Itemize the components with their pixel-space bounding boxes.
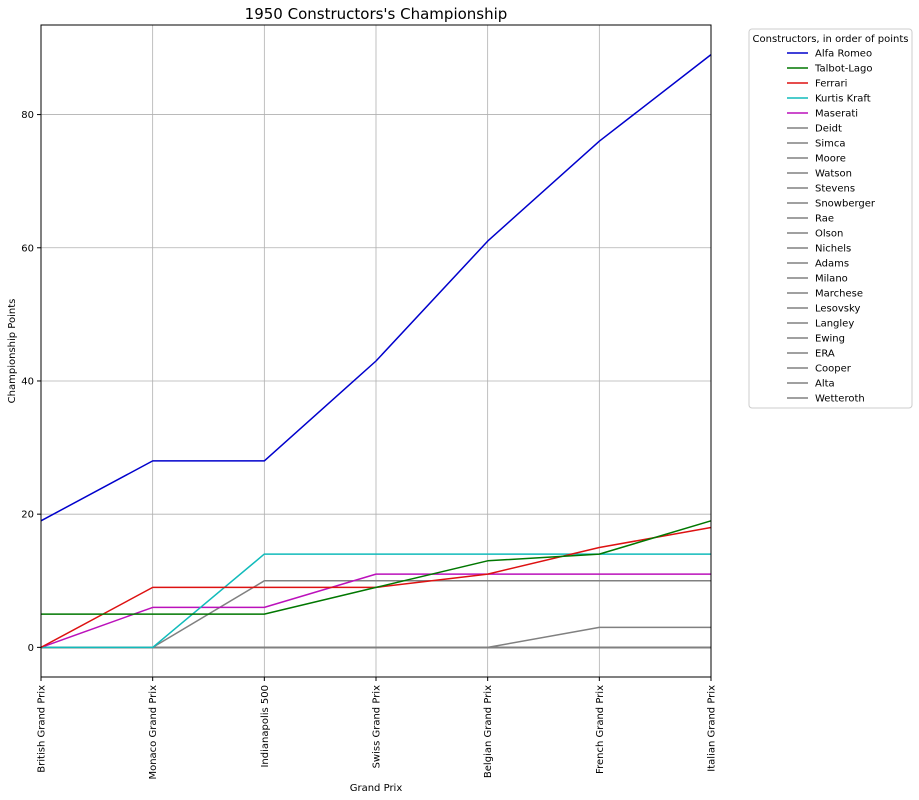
legend-label-deidt: Deidt — [815, 124, 842, 135]
y-axis-ticks: 0 20 40 60 80 — [21, 110, 41, 654]
legend-box — [748, 28, 913, 409]
y-axis-label: Championship Points — [7, 299, 18, 404]
legend-label-ewing: Ewing — [815, 334, 845, 345]
legend-label-maserati: Maserati — [815, 109, 858, 120]
x-tick-label: Swiss Grand Prix — [372, 685, 383, 769]
legend-label-lesovsky: Lesovsky — [815, 304, 860, 315]
legend-items: Alfa Romeo Talbot-Lago Ferrari Kurtis Kraft… — [787, 49, 876, 405]
legend-label-marchese: Marchese — [815, 289, 863, 300]
legend-label-talbot-lago: Talbot-Lago — [814, 64, 873, 75]
legend-label-simca: Simca — [815, 139, 846, 150]
x-tick-label: Monaco Grand Prix — [148, 685, 159, 780]
x-tick-label: French Grand Prix — [595, 685, 606, 774]
legend-label-rae: Rae — [815, 214, 834, 225]
y-tick-label: 20 — [21, 510, 34, 521]
y-tick-label: 60 — [21, 243, 34, 254]
legend-label-milano: Milano — [815, 274, 848, 285]
x-tick-label: Indianapolis 500 — [260, 685, 271, 768]
legend-label-adams: Adams — [815, 259, 849, 270]
series-line-alfa-romeo — [40, 54, 712, 522]
y-tick-label: 80 — [21, 110, 34, 121]
legend: Constructors, in order of points Alfa Ro… — [748, 28, 913, 409]
legend-label-stevens: Stevens — [815, 184, 855, 195]
legend-title: Constructors, in order of points — [753, 34, 909, 45]
legend-label-era: ERA — [815, 349, 835, 360]
legend-label-kurtis-kraft: Kurtis Kraft — [815, 94, 871, 105]
legend-label-ferrari: Ferrari — [815, 79, 847, 90]
legend-label-watson: Watson — [815, 169, 852, 180]
x-axis-label: Grand Prix — [350, 783, 403, 794]
legend-label-cooper: Cooper — [815, 364, 852, 375]
legend-label-wetteroth: Wetteroth — [815, 394, 865, 405]
x-tick-label: British Grand Prix — [37, 685, 48, 773]
series-line-talbot-lago — [41, 520, 712, 615]
legend-label-alta: Alta — [815, 379, 835, 390]
series-layer — [40, 54, 712, 649]
y-tick-label: 0 — [28, 643, 34, 654]
legend-label-snowberger: Snowberger — [815, 199, 876, 210]
x-tick-label: Belgian Grand Prix — [483, 685, 494, 778]
x-axis-ticks: British Grand Prix Monaco Grand Prix India… — [37, 677, 718, 780]
legend-label-olson: Olson — [815, 229, 843, 240]
x-tick-label: Italian Grand Prix — [707, 685, 718, 772]
y-tick-label: 40 — [21, 376, 34, 387]
legend-label-nichels: Nichels — [815, 244, 851, 255]
chart-title: 1950 Constructors's Championship — [245, 5, 508, 23]
legend-label-alfa-romeo: Alfa Romeo — [815, 49, 872, 60]
legend-label-langley: Langley — [815, 319, 854, 330]
series-line-maserati — [40, 573, 711, 649]
legend-label-moore: Moore — [815, 154, 846, 165]
